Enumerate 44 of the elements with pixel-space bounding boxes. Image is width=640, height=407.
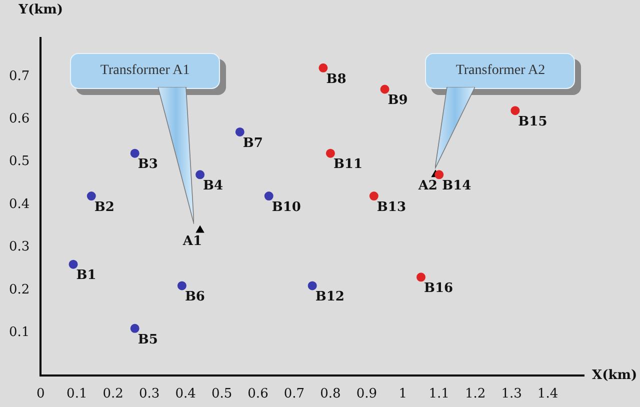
y-tick-label: 0.7	[8, 68, 30, 84]
x-tick-label: 0	[36, 386, 45, 402]
y-tick-label: 0.4	[8, 196, 30, 212]
data-label: B10	[272, 200, 301, 215]
data-label: B13	[376, 200, 406, 215]
data-label: B2	[94, 200, 114, 215]
annotation: Transformer A2	[425, 53, 576, 89]
data-label: B11	[333, 157, 363, 172]
data-label: B9	[388, 93, 408, 108]
x-tick-label: 0.2	[102, 386, 124, 402]
data-label: A1	[182, 234, 202, 250]
y-tick-label: 0.2	[8, 282, 30, 298]
data-label: B12	[315, 290, 344, 305]
x-tick-label: 1.4	[537, 386, 558, 402]
y-tick-label: 0.5	[8, 154, 30, 170]
y-axis-title: Y(km)	[18, 2, 64, 18]
y-tick-label: 0.6	[8, 112, 30, 127]
x-tick-label: 0.5	[211, 386, 232, 402]
x-tick-label: 0.9	[356, 386, 378, 402]
data-label: B6	[184, 290, 205, 305]
data-label: B4	[203, 178, 224, 194]
x-axis-title: X(km)	[592, 368, 638, 383]
data-label: B8	[326, 72, 346, 87]
x-tick-label: 1	[398, 386, 408, 402]
annotation: Transformer A1	[70, 53, 220, 89]
y-tick-label: 0.3	[8, 240, 30, 255]
x-tick-label: 1.2	[464, 386, 486, 402]
x-tick-label: 0.7	[284, 386, 305, 402]
x-tick-label: 0.6	[248, 386, 268, 402]
x-tick-label: 0.3	[138, 386, 160, 402]
x-tick-label: 1.3	[501, 386, 522, 402]
data-label: A2	[417, 178, 438, 194]
data-label: B16	[424, 281, 454, 296]
data-label: B15	[518, 114, 548, 130]
data-label: B14	[442, 178, 472, 194]
data-label: B1	[76, 268, 96, 284]
data-label: B5	[138, 332, 158, 348]
data-label: B7	[242, 136, 263, 151]
x-tick-label: 0.8	[320, 386, 341, 402]
x-tick-label: 0.4	[175, 386, 196, 402]
y-tick-label: 0.1	[8, 325, 30, 340]
data-label: B3	[138, 157, 158, 172]
x-tick-label: 0.1	[66, 386, 88, 402]
x-tick-label: 1.1	[428, 386, 450, 402]
